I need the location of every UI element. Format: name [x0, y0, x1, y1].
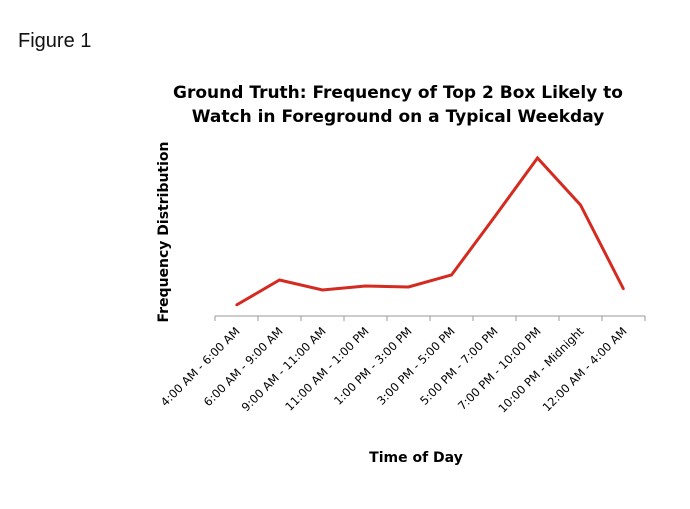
- x-tick-label: 11:00 AM - 1:00 PM: [282, 324, 371, 413]
- data-point: [278, 278, 281, 282]
- x-tick-label: 7:00 PM - 10:00 PM: [455, 324, 544, 413]
- data-point: [579, 203, 582, 207]
- x-tick-label: 12:00 AM - 4:00 AM: [540, 324, 630, 414]
- chart-title-line: Watch in Foreground on a Typical Weekday: [192, 107, 604, 127]
- x-tick-label: 4:00 AM - 6:00 AM: [158, 324, 243, 409]
- data-point: [536, 156, 539, 160]
- x-tick-label: 3:00 PM - 5:00 PM: [374, 324, 458, 408]
- data-point: [450, 273, 453, 277]
- data-point: [407, 285, 410, 289]
- data-point: [493, 215, 496, 219]
- x-tick-label: 9:00 AM - 11:00 AM: [239, 324, 329, 414]
- y-axis-label: Frequency Distribution: [156, 141, 172, 322]
- series-line: [235, 155, 625, 307]
- x-axis-label: Time of Day: [369, 450, 463, 466]
- data-point: [364, 284, 367, 288]
- data-point: [235, 303, 238, 307]
- x-tick-label: 6:00 AM - 9:00 AM: [201, 324, 286, 409]
- data-point: [622, 287, 625, 291]
- chart-title-line: Ground Truth: Frequency of Top 2 Box Lik…: [173, 83, 623, 103]
- data-point: [321, 288, 324, 292]
- figure-label: Figure 1: [18, 30, 92, 52]
- x-tick-label: 5:00 PM - 7:00 PM: [417, 324, 501, 408]
- x-tick-label: 1:00 PM - 3:00 PM: [331, 324, 415, 408]
